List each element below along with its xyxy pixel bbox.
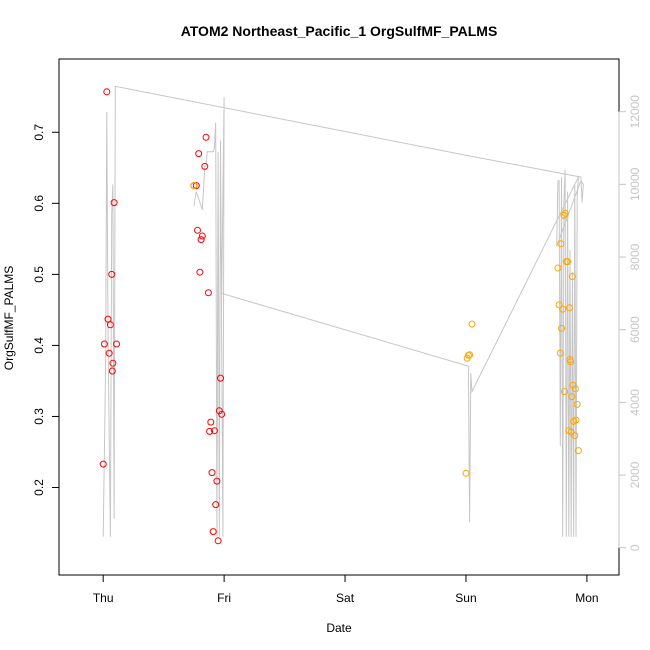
series-1-point-13: [561, 388, 568, 396]
y2-tick-label-5: 10000: [628, 167, 642, 201]
plot-area: [99, 85, 584, 545]
series-1-point-10: [558, 324, 565, 332]
series-1-point-5: [468, 320, 476, 328]
series-1-point-18: [565, 304, 573, 312]
x-tick-label-3: Sun: [455, 591, 476, 605]
series-0-point-16: [197, 236, 205, 244]
series-0-point-10: [113, 340, 120, 348]
series-2-line: [102, 85, 584, 537]
y-tick-label-3: 0.5: [32, 266, 46, 283]
series-0-point-15: [196, 268, 204, 276]
y2-tick-label-1: 2000: [628, 461, 642, 488]
series-1-point-27: [571, 385, 579, 393]
series-1-point-0: [190, 182, 198, 190]
series-0-point-6: [108, 270, 116, 278]
series-0-point-25: [210, 427, 218, 435]
y-tick-label-2: 0.4: [32, 337, 46, 354]
series-0-point-19: [202, 133, 210, 141]
y2-tick-label-3: 6000: [628, 316, 642, 343]
y-axis-title: OrgSulfMF_PALMS: [2, 266, 16, 370]
y2-tick-label-4: 8000: [628, 243, 642, 270]
series-1-point-6: [554, 264, 562, 272]
series-0-point-21: [206, 427, 214, 435]
series-0-point-20: [204, 289, 212, 297]
series-0-point-31: [218, 410, 226, 418]
series-1-point-8: [556, 349, 564, 357]
series-1-point-26: [571, 432, 579, 440]
y-tick-label-0: 0.2: [32, 479, 46, 496]
series-0-point-12: [192, 182, 200, 190]
series-1-point-7: [555, 301, 563, 309]
series-1-point-28: [572, 416, 580, 424]
series-0-point-27: [213, 477, 221, 485]
series-0-point-7: [108, 367, 116, 375]
series-0-point-9: [110, 199, 118, 207]
series-0-point-2: [103, 88, 111, 96]
series-0-point-23: [208, 469, 216, 477]
series-1-point-16: [564, 258, 572, 266]
series-1-point-30: [574, 447, 582, 455]
chart-title: ATOM2 Northeast_Pacific_1 OrgSulfMF_PALM…: [181, 23, 498, 39]
series-0-point-17: [198, 232, 206, 240]
series-0-point-22: [207, 418, 215, 426]
series-1-point-23: [568, 273, 576, 280]
series-0-point-29: [215, 407, 223, 415]
series-1-point-14: [561, 209, 569, 217]
y2-tick-label-6: 12000: [628, 95, 642, 129]
series-0-point-13: [194, 226, 201, 234]
y-tick-label-4: 0.6: [32, 195, 46, 212]
series-1-point-24: [569, 381, 577, 389]
series-1-point-1: [462, 469, 470, 477]
series-0-point-0: [99, 460, 107, 468]
series-1-point-11: [559, 305, 567, 313]
series-0-point-18: [201, 162, 209, 170]
x-axis-title: Date: [326, 621, 352, 635]
series-0-point-3: [104, 315, 112, 323]
y2-tick-label-0: 0: [628, 544, 642, 551]
series-0-point-4: [105, 349, 113, 357]
series-0-point-26: [212, 501, 220, 509]
series-1-point-9: [557, 240, 565, 248]
series-0-point-1: [100, 340, 108, 348]
x-tick-label-2: Sat: [336, 591, 355, 605]
series-0-point-8: [109, 359, 117, 367]
series-1-point-21: [567, 428, 575, 436]
series-0-point-14: [195, 150, 203, 158]
series-1-point-3: [464, 351, 472, 359]
series-0-point-5: [106, 321, 114, 329]
y-tick-label-1: 0.3: [32, 408, 46, 425]
series-1-point-22: [568, 393, 576, 401]
x-tick-label-0: Thu: [93, 591, 114, 605]
axes: Thu Fri Sat Sun Mon 0.2 0.3 0.4 0.5 0.6 0.7 0 2000 40…: [32, 95, 642, 605]
x-tick-label-1: Fri: [217, 591, 231, 605]
y-tick-label-5: 0.7: [32, 124, 46, 141]
series-1-point-20: [567, 358, 575, 366]
series-0-point-24: [209, 528, 217, 536]
series-1-point-4: [466, 351, 474, 359]
series-0-point-30: [217, 374, 224, 382]
series-0-point-28: [214, 537, 222, 545]
y2-tick-label-2: 4000: [628, 389, 642, 416]
x-tick-label-4: Mon: [575, 591, 598, 605]
series-1-point-29: [573, 400, 581, 408]
